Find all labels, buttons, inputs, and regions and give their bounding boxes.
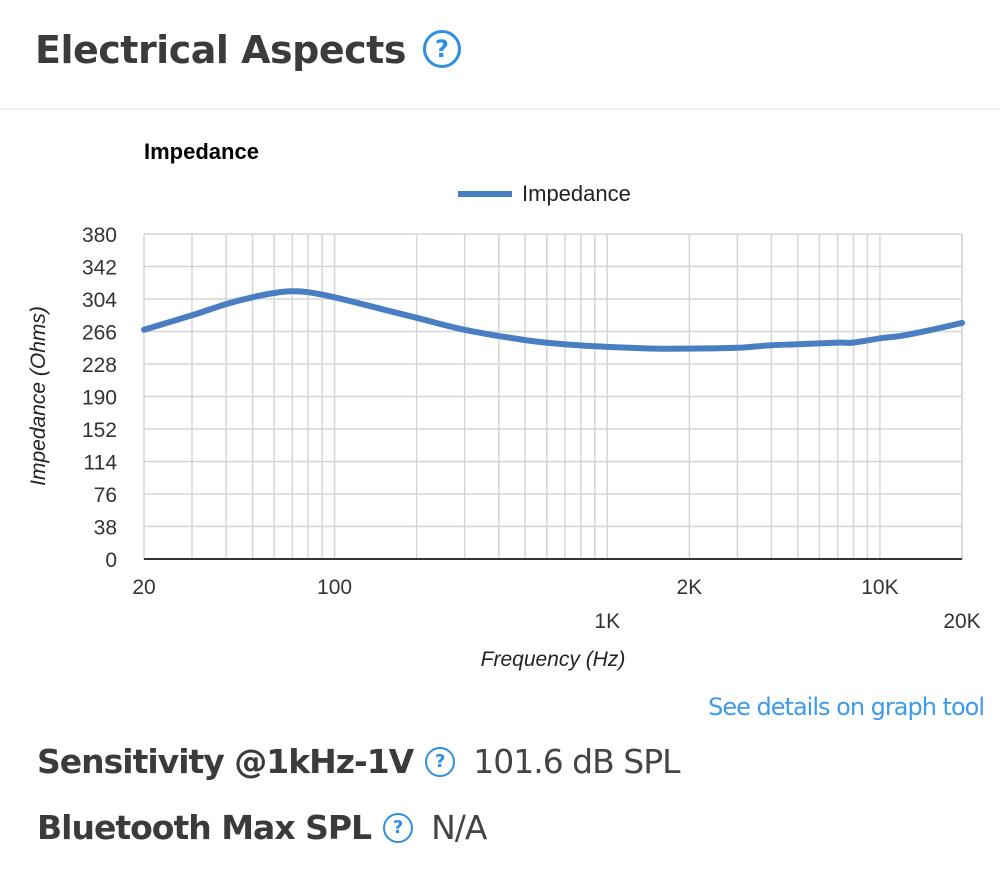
chart-title: Impedance: [144, 139, 259, 164]
svg-text:1K: 1K: [594, 610, 620, 633]
spec-value: N/A: [431, 808, 487, 847]
section-header: Electrical Aspects ?: [0, 0, 1000, 110]
x-axis-label: Frequency (Hz): [481, 648, 626, 671]
chart-legend[interactable]: Impedance: [458, 181, 631, 207]
svg-text:38: 38: [94, 517, 117, 540]
legend-label: Impedance: [522, 181, 631, 206]
svg-text:20K: 20K: [943, 610, 980, 633]
graph-tool-link[interactable]: See details on graph tool: [708, 693, 985, 721]
svg-text:0: 0: [105, 549, 117, 572]
svg-text:342: 342: [82, 257, 117, 280]
svg-text:304: 304: [82, 289, 117, 312]
svg-text:10K: 10K: [861, 576, 898, 599]
svg-text:228: 228: [82, 354, 117, 377]
question-circle-icon[interactable]: ?: [425, 746, 456, 777]
spec-value: 101.6 dB SPL: [473, 742, 680, 781]
section-title: Electrical Aspects: [35, 28, 406, 72]
svg-text:190: 190: [82, 387, 117, 410]
question-circle-icon[interactable]: ?: [383, 812, 414, 843]
svg-text:76: 76: [94, 484, 117, 507]
impedance-chart: 0 38 76 114 152 190 228 266 304 342 380 20 100 1K 2K 1…: [27, 224, 981, 671]
chart-grid: [143, 233, 963, 560]
svg-text:380: 380: [82, 224, 117, 247]
svg-text:100: 100: [317, 576, 352, 599]
svg-text:2K: 2K: [676, 576, 702, 599]
spec-label: Sensitivity @1kHz-1V: [37, 742, 414, 781]
impedance-series-line[interactable]: [141, 288, 965, 352]
svg-text:20: 20: [132, 576, 155, 599]
svg-text:152: 152: [82, 419, 117, 442]
spec-row-sensitivity: Sensitivity @1kHz-1V ? 101.6 dB SPL: [37, 742, 681, 781]
y-axis-ticks: 0 38 76 114 152 190 228 266 304 342 380: [82, 224, 117, 572]
spec-label: Bluetooth Max SPL: [37, 808, 372, 847]
svg-text:114: 114: [84, 452, 118, 475]
y-axis-label: Impedance (Ohms): [27, 306, 50, 486]
spec-row-bluetooth-max-spl: Bluetooth Max SPL ? N/A: [37, 808, 487, 847]
question-circle-icon[interactable]: ?: [423, 30, 461, 68]
legend-line-swatch: [458, 191, 512, 197]
svg-text:266: 266: [82, 322, 117, 345]
x-axis-ticks: 20 100 1K 2K 10K 20K: [132, 576, 980, 633]
